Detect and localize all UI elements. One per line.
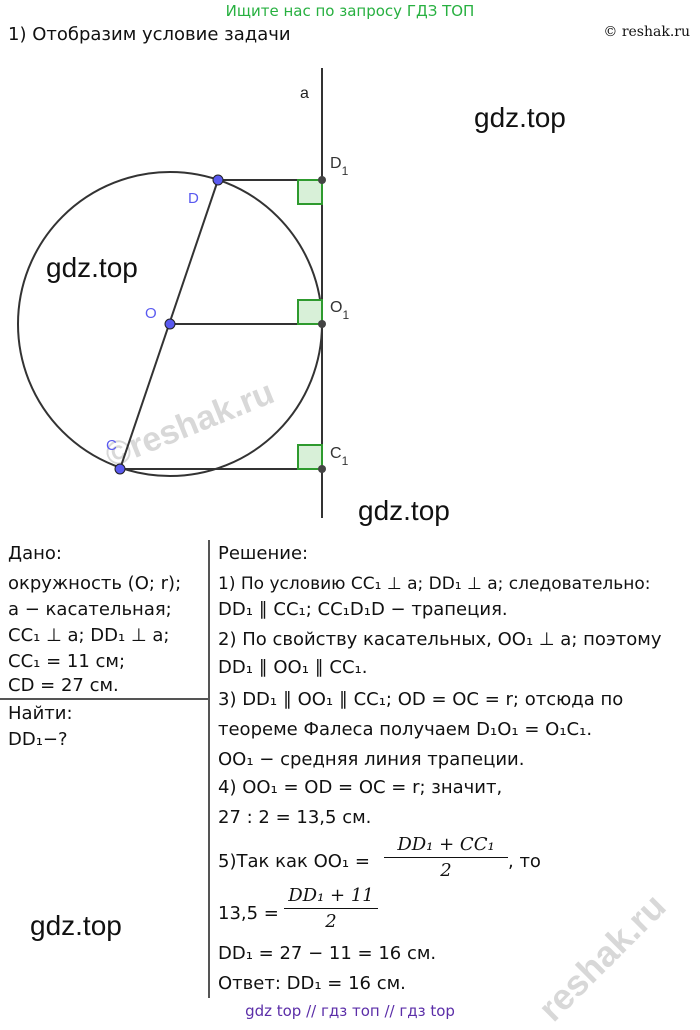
answer-line: Ответ: DD₁ = 16 см. xyxy=(218,973,406,994)
fraction-2-numerator: DD₁ + 11 xyxy=(288,885,374,906)
gdz-watermark-2: gdz.top xyxy=(46,252,138,283)
label-c: C xyxy=(106,437,117,454)
point-d xyxy=(212,174,224,186)
gdz-watermark-1: gdz.top xyxy=(474,102,566,133)
find-line: DD₁−? xyxy=(8,729,68,750)
given-line-1: окружность (O; r); xyxy=(8,573,182,594)
label-a: a xyxy=(300,85,309,102)
given-line-3: CC₁ ⊥ a; DD₁ ⊥ a; xyxy=(8,625,170,646)
label-c1: C1 xyxy=(330,445,349,468)
label-d1: D1 xyxy=(330,155,349,178)
solution-line-2: DD₁ ∥ CC₁; CC₁D₁D − трапеция. xyxy=(218,599,508,620)
solution-line-5: 3) DD₁ ∥ OO₁ ∥ CC₁; OD = OC = r; отсюда … xyxy=(218,689,624,710)
solution-line-10-suffix: , то xyxy=(508,851,541,872)
fraction-2-bar xyxy=(284,908,378,909)
geometry-figure: a D O C D1 O1 C1 xyxy=(17,68,349,518)
vertical-divider xyxy=(208,540,210,998)
solution-line-7: OO₁ − средняя линия трапеции. xyxy=(218,749,525,770)
point-o xyxy=(164,318,176,330)
solution-line-11-prefix: 13,5 = xyxy=(218,903,279,924)
solution-fraction-1: DD₁ + CC₁ 2 xyxy=(384,834,508,881)
footer-links: gdz top // гдз топ // гдз top xyxy=(245,1002,455,1020)
solution-line-9: 27 : 2 = 13,5 см. xyxy=(218,807,372,828)
search-banner: Ищите нас по запросу ГДЗ ТОП xyxy=(225,2,475,20)
gdz-watermark-4: gdz.top xyxy=(30,910,122,941)
gdz-watermark-3: gdz.top xyxy=(358,495,450,526)
solution-line-1: 1) По условию CC₁ ⊥ a; DD₁ ⊥ a; следоват… xyxy=(218,574,651,594)
point-d1 xyxy=(318,176,326,184)
solution-line-3: 2) По свойству касательных, OO₁ ⊥ a; поэ… xyxy=(218,629,662,650)
given-find-divider xyxy=(0,698,208,700)
solution-title: Решение: xyxy=(218,543,309,564)
given-line-2: a − касательная; xyxy=(8,599,172,620)
copyright-label: © reshak.ru xyxy=(603,24,690,40)
fraction-1-numerator: DD₁ + CC₁ xyxy=(397,834,495,855)
given-line-5: CD = 27 см. xyxy=(8,675,119,696)
solution-line-6: теореме Фалеса получаем D₁O₁ = O₁C₁. xyxy=(218,719,593,740)
right-angle-c1 xyxy=(297,444,323,470)
find-title: Найти: xyxy=(8,703,73,724)
given-title: Дано: xyxy=(8,543,62,564)
fraction-1-bar xyxy=(384,857,508,858)
solution-fraction-2: DD₁ + 11 2 xyxy=(284,885,378,932)
solution-line-10-prefix: 5)Так как OO₁ = xyxy=(218,851,370,872)
fraction-1-denominator: 2 xyxy=(440,860,452,881)
point-c xyxy=(114,463,126,475)
solution-line-12: DD₁ = 27 − 11 = 16 см. xyxy=(218,943,437,964)
right-angle-d1 xyxy=(297,179,323,205)
point-o1 xyxy=(318,320,326,328)
label-d: D xyxy=(188,190,199,207)
solution-line-8: 4) OO₁ = OD = OC = r; значит, xyxy=(218,777,503,798)
task-heading: 1) Отобразим условие задачи xyxy=(8,24,291,45)
solution-line-4: DD₁ ∥ OO₁ ∥ CC₁. xyxy=(218,657,368,678)
label-o: O xyxy=(145,305,157,322)
right-angle-o1 xyxy=(297,299,323,325)
fraction-2-denominator: 2 xyxy=(325,911,337,932)
point-c1 xyxy=(318,465,326,473)
label-o1: O1 xyxy=(330,299,349,322)
given-line-4: CC₁ = 11 см; xyxy=(8,651,126,672)
